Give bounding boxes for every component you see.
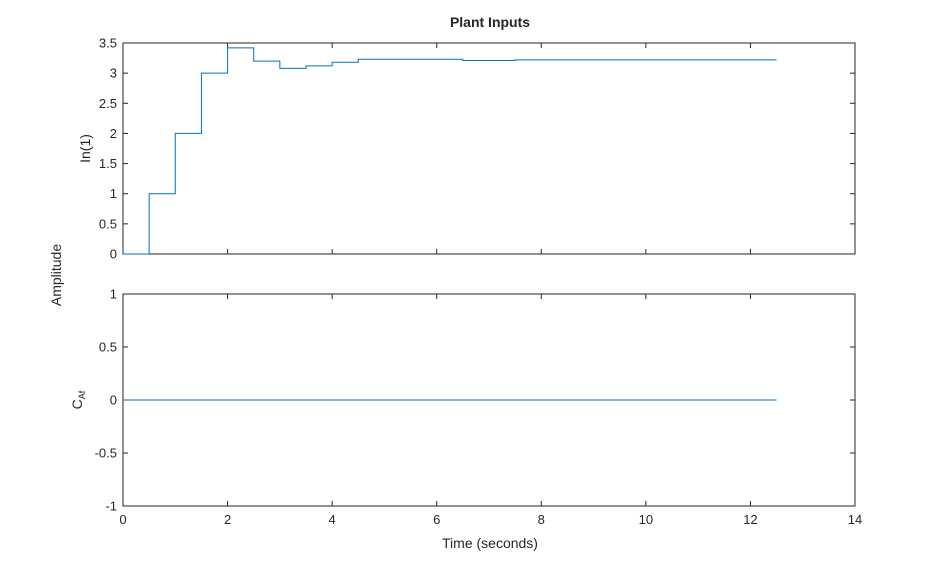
axes-box (122, 42, 856, 255)
x-tick-label: 2 (224, 512, 231, 527)
x-tick-label: 14 (848, 512, 862, 527)
y-tick-label: 2.5 (99, 96, 117, 111)
y-tick-label: 0 (110, 393, 117, 408)
x-tick-label: 12 (743, 512, 757, 527)
subplot-y-label: In(1) (77, 134, 93, 163)
x-tick-label: 6 (433, 512, 440, 527)
y-tick-label: 1.5 (99, 156, 117, 171)
x-tick-label: 4 (329, 512, 336, 527)
chart-title: Plant Inputs (450, 14, 530, 30)
subplot-y-label-main: C (69, 399, 85, 409)
y-axis-label: Amplitude (48, 244, 64, 306)
y-tick-label: 0.5 (99, 340, 117, 355)
y-tick-label: 0 (110, 247, 117, 262)
x-tick-label: 0 (119, 512, 126, 527)
subplot-plant-input-1: 0 0.5 1 1.5 2 2.5 3 3.5 In(1) (77, 36, 856, 262)
subplot-y-label: CAf (69, 390, 87, 409)
y-tick-label: -1 (105, 499, 117, 514)
y-tick-label: 1 (110, 287, 117, 302)
y-tick-label: 3.5 (99, 36, 117, 51)
x-axis-label: Time (seconds) (442, 535, 538, 551)
x-tick-label: 8 (538, 512, 545, 527)
y-tick-label: 3 (110, 66, 117, 81)
y-tick-label: 1 (110, 186, 117, 201)
y-tick-label: -0.5 (95, 446, 117, 461)
y-tick-label: 0.5 (99, 216, 117, 231)
x-tick-label: 10 (639, 512, 653, 527)
series-line (123, 47, 777, 255)
subplot-y-label-sub: Af (77, 390, 87, 399)
y-tick-label: 2 (110, 126, 117, 141)
